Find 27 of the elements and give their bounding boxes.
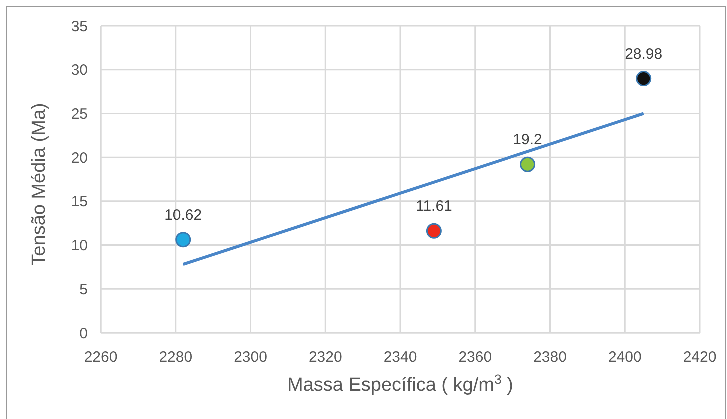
x-tick-label: 2300: [234, 349, 268, 366]
y-axis-title: Tensão Média (Ma): [29, 103, 50, 266]
x-tick-label: 2260: [84, 349, 118, 366]
x-axis-title: Massa Específica ( kg/m$^{3}$ ): [288, 372, 514, 396]
y-tick-label: 20: [71, 150, 88, 167]
x-tick-label: 2420: [683, 349, 717, 366]
y-tick-label: 35: [71, 18, 88, 36]
x-tick-label: 2320: [308, 349, 342, 366]
x-tick-label: 2340: [384, 349, 418, 366]
point: [520, 156, 536, 172]
y-tick-label: 15: [71, 194, 88, 211]
x-tick-label: 2360: [458, 349, 492, 366]
y-tick-label: 25: [71, 106, 88, 123]
point: [426, 223, 442, 239]
point: [176, 232, 192, 248]
x-tick-label: 2380: [534, 349, 567, 366]
x-tick-label: 2400: [608, 349, 642, 366]
data-label: 28.98: [625, 46, 663, 63]
data-label: 11.61: [416, 198, 452, 216]
y-tick-label: 30: [71, 62, 88, 80]
y-tick-label: 10: [71, 238, 88, 255]
point: [636, 71, 652, 87]
x-tick-label: 2280: [159, 349, 193, 366]
data-label: 10.62: [164, 206, 202, 224]
y-tick-label: 5: [80, 281, 88, 298]
data-label: 19.2: [513, 132, 542, 149]
y-tick-label: 0: [80, 325, 88, 342]
